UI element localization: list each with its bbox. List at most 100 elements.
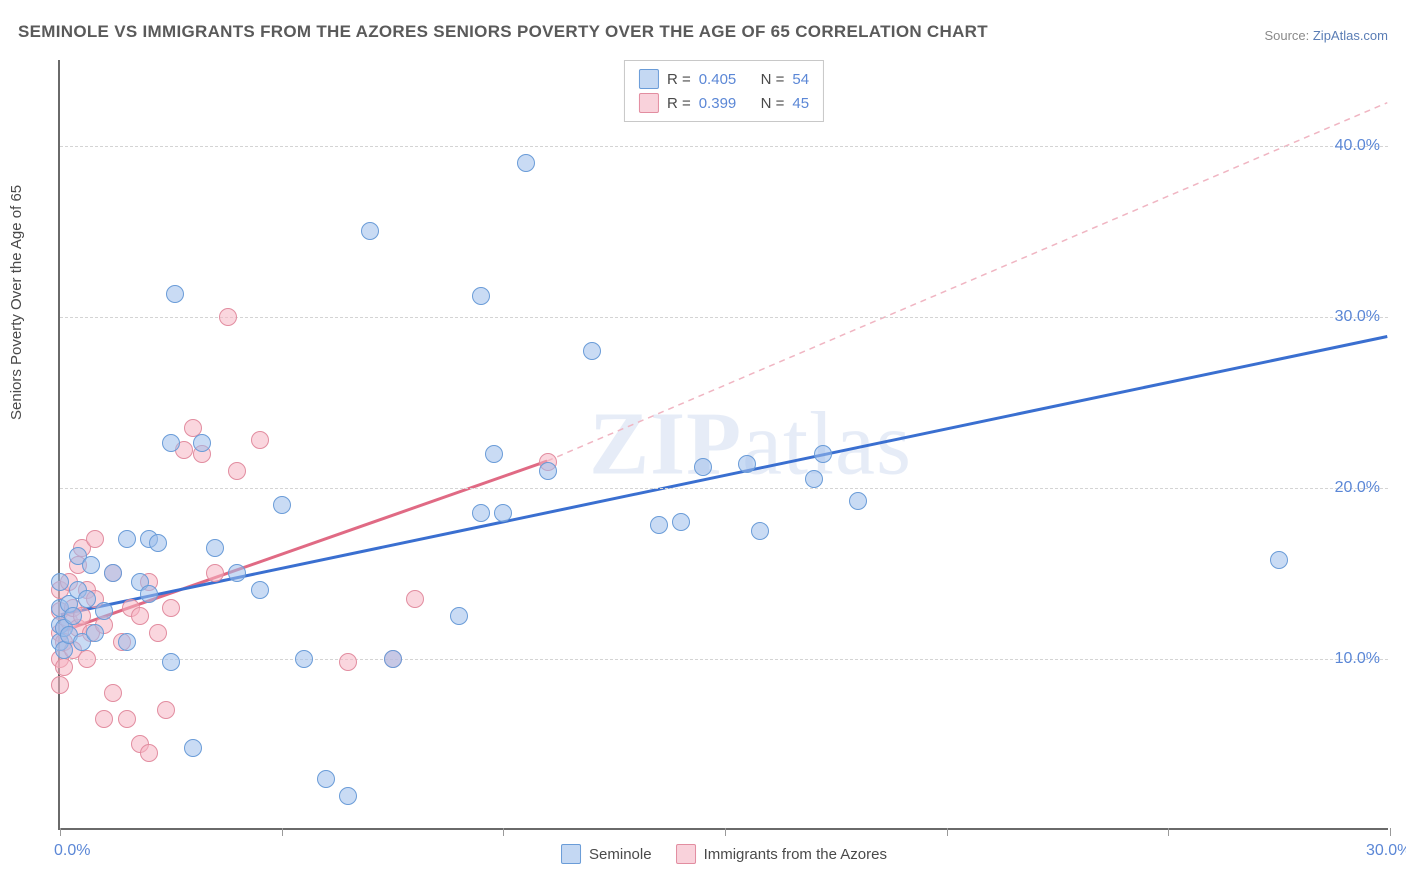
x-tick-label: 0.0%	[54, 842, 90, 860]
data-point	[738, 455, 756, 473]
source-label: Source: ZipAtlas.com	[1264, 28, 1388, 43]
y-tick-label: 10.0%	[1335, 650, 1380, 668]
data-point	[118, 530, 136, 548]
data-point	[406, 590, 424, 608]
data-point	[86, 530, 104, 548]
data-point	[64, 607, 82, 625]
x-tick-label: 30.0%	[1366, 842, 1406, 860]
data-point	[219, 308, 237, 326]
seminole-r-value: 0.405	[699, 71, 737, 88]
r-label: R =	[667, 71, 691, 88]
azores-label: Immigrants from the Azores	[704, 846, 887, 863]
azores-n-value: 45	[792, 95, 809, 112]
data-point	[228, 564, 246, 582]
data-point	[339, 787, 357, 805]
data-point	[814, 445, 832, 463]
data-point	[650, 516, 668, 534]
data-point	[485, 445, 503, 463]
data-point	[472, 504, 490, 522]
gridline	[60, 146, 1388, 147]
series-legend: Seminole Immigrants from the Azores	[561, 844, 887, 864]
data-point	[51, 676, 69, 694]
data-point	[339, 653, 357, 671]
data-point	[472, 287, 490, 305]
legend-item-seminole: Seminole	[561, 844, 652, 864]
chart-title: SEMINOLE VS IMMIGRANTS FROM THE AZORES S…	[18, 22, 988, 42]
data-point	[251, 581, 269, 599]
trend-line	[547, 103, 1387, 461]
data-point	[55, 641, 73, 659]
correlation-legend: R = 0.405 N = 54 R = 0.399 N = 45	[624, 60, 824, 122]
data-point	[157, 701, 175, 719]
chart-area: ZIPatlas R = 0.405 N = 54 R = 0.399 N = …	[58, 60, 1388, 830]
swatch-pink	[676, 844, 696, 864]
r-label: R =	[667, 95, 691, 112]
data-point	[539, 462, 557, 480]
y-tick-label: 40.0%	[1335, 137, 1380, 155]
data-point	[95, 602, 113, 620]
data-point	[78, 650, 96, 668]
data-point	[849, 492, 867, 510]
data-point	[228, 462, 246, 480]
data-point	[149, 624, 167, 642]
data-point	[184, 739, 202, 757]
data-point	[162, 653, 180, 671]
data-point	[162, 434, 180, 452]
watermark-atlas: atlas	[742, 395, 912, 494]
data-point	[51, 573, 69, 591]
data-point	[118, 633, 136, 651]
data-point	[517, 154, 535, 172]
x-tick	[60, 828, 61, 836]
data-point	[149, 534, 167, 552]
legend-row-azores: R = 0.399 N = 45	[639, 91, 809, 115]
seminole-label: Seminole	[589, 846, 652, 863]
data-point	[450, 607, 468, 625]
data-point	[361, 222, 379, 240]
source-link[interactable]: ZipAtlas.com	[1313, 28, 1388, 43]
data-point	[86, 624, 104, 642]
legend-item-azores: Immigrants from the Azores	[676, 844, 887, 864]
trend-line	[61, 336, 1388, 614]
n-label: N =	[761, 95, 785, 112]
y-axis-label: Seniors Poverty Over the Age of 65	[8, 185, 25, 420]
watermark-zip: ZIP	[589, 395, 742, 494]
data-point	[206, 564, 224, 582]
data-point	[131, 607, 149, 625]
data-point	[166, 285, 184, 303]
data-point	[55, 658, 73, 676]
data-point	[1270, 551, 1288, 569]
x-tick	[947, 828, 948, 836]
x-tick	[282, 828, 283, 836]
n-label: N =	[761, 71, 785, 88]
data-point	[82, 556, 100, 574]
swatch-blue	[561, 844, 581, 864]
data-point	[751, 522, 769, 540]
data-point	[384, 650, 402, 668]
x-tick	[1390, 828, 1391, 836]
azores-r-value: 0.399	[699, 95, 737, 112]
y-tick-label: 30.0%	[1335, 308, 1380, 326]
data-point	[583, 342, 601, 360]
x-tick	[725, 828, 726, 836]
y-tick-label: 20.0%	[1335, 479, 1380, 497]
data-point	[95, 710, 113, 728]
x-tick	[503, 828, 504, 836]
data-point	[295, 650, 313, 668]
data-point	[104, 564, 122, 582]
data-point	[206, 539, 224, 557]
data-point	[672, 513, 690, 531]
data-point	[162, 599, 180, 617]
legend-row-seminole: R = 0.405 N = 54	[639, 67, 809, 91]
data-point	[140, 744, 158, 762]
watermark: ZIPatlas	[589, 393, 912, 496]
gridline	[60, 659, 1388, 660]
data-point	[193, 434, 211, 452]
x-tick	[1168, 828, 1169, 836]
data-point	[494, 504, 512, 522]
data-point	[251, 431, 269, 449]
data-point	[805, 470, 823, 488]
seminole-n-value: 54	[792, 71, 809, 88]
data-point	[273, 496, 291, 514]
swatch-pink	[639, 93, 659, 113]
source-prefix: Source:	[1264, 28, 1312, 43]
